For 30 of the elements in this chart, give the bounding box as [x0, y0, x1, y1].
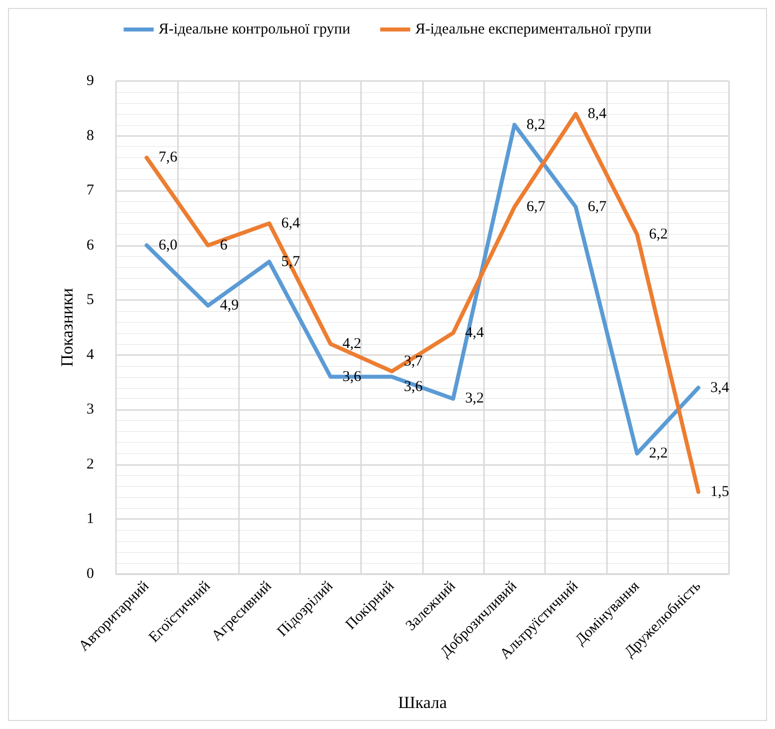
data-label: 3,4 — [710, 380, 730, 396]
data-label: 7,6 — [158, 150, 178, 166]
data-label: 2,2 — [649, 445, 668, 462]
data-label: 3,6 — [342, 368, 362, 385]
y-tick-label: 8 — [86, 128, 94, 144]
y-tick-label: 0 — [86, 566, 94, 582]
y-tick-label: 7 — [86, 182, 94, 199]
data-label: 6,0 — [158, 237, 178, 254]
data-label: 8,2 — [526, 116, 546, 133]
data-label: 6 — [220, 237, 228, 254]
legend-label: Я-ідеальне контрольної групи — [158, 22, 350, 38]
data-label: 8,4 — [588, 106, 607, 122]
data-label: 6,7 — [526, 198, 546, 215]
y-tick-label: 2 — [86, 456, 94, 472]
y-tick-label: 3 — [86, 402, 94, 418]
y-tick-label: 9 — [86, 73, 94, 89]
legend-label: Я-ідеальне експериментальної групи — [415, 22, 652, 38]
data-label: 1,5 — [710, 484, 730, 500]
data-label: 6,2 — [649, 226, 668, 242]
data-label: 3,2 — [465, 390, 484, 407]
data-label: 4,9 — [220, 298, 239, 314]
data-label: 4,2 — [342, 336, 362, 352]
data-label: 6,4 — [281, 215, 300, 232]
y-tick-label: 4 — [86, 346, 94, 363]
y-tick-label: 5 — [86, 292, 94, 308]
y-tick-label: 6 — [86, 237, 94, 254]
x-axis-title: Шкала — [398, 693, 448, 712]
y-tick-label: 1 — [86, 511, 94, 528]
y-axis-title: Показники — [58, 288, 77, 367]
data-label: 6,7 — [588, 198, 607, 215]
